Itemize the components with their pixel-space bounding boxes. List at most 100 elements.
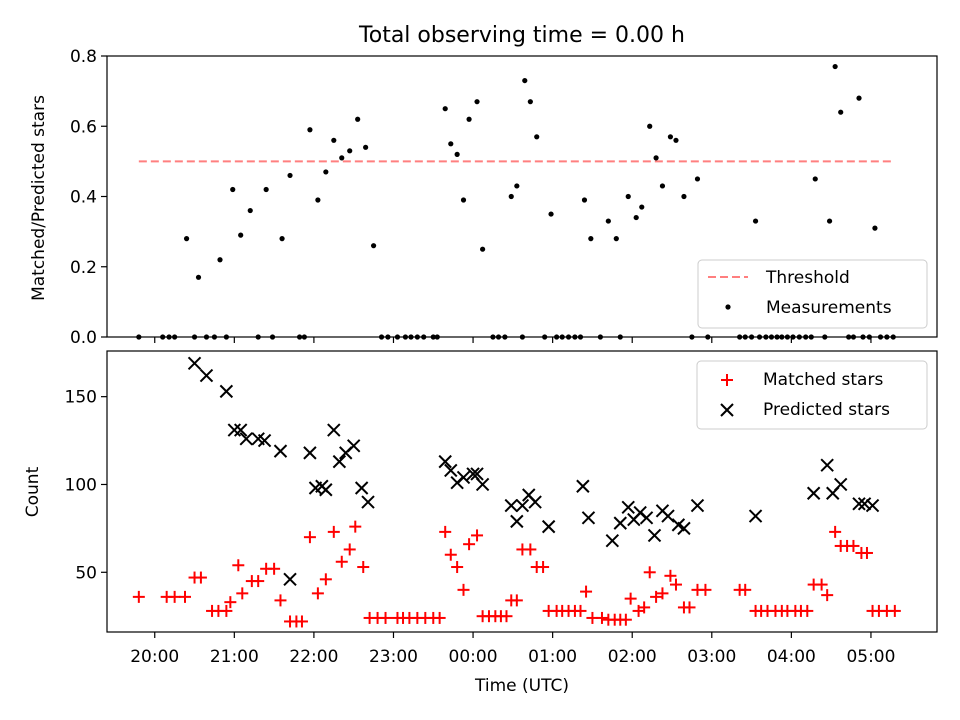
matched-star-point bbox=[619, 613, 632, 626]
measurement-point bbox=[667, 134, 674, 140]
bottom-x-ticks: 20:00 21:00 22:00 23:00 00:00 01:00 02:00 03:00… bbox=[130, 632, 895, 667]
matched-legend-label: Matched stars bbox=[763, 370, 883, 390]
matched-star-point bbox=[252, 575, 265, 588]
x-tick-label: 01:00 bbox=[528, 647, 577, 667]
top-legend: Threshold Measurements bbox=[697, 259, 928, 329]
predicted-star-point bbox=[528, 495, 542, 509]
x-tick-label: 03:00 bbox=[687, 647, 736, 667]
bottom-y-axis-label: Count bbox=[23, 466, 43, 517]
top-y-axis-label: Matched/Predicted stars bbox=[29, 95, 49, 301]
matched-star-point bbox=[433, 611, 446, 624]
measurement-point bbox=[454, 151, 460, 157]
top-y-tick-label: 0.4 bbox=[70, 188, 97, 208]
matched-star-point bbox=[664, 569, 677, 582]
matched-star-point bbox=[444, 548, 457, 561]
predicted-star-point bbox=[605, 533, 620, 548]
x-tick-label: 22:00 bbox=[289, 647, 338, 667]
matched-star-point bbox=[860, 546, 873, 559]
matched-star-point bbox=[303, 531, 316, 544]
matched-star-point bbox=[463, 538, 476, 551]
predicted-star-point bbox=[857, 497, 872, 511]
x-tick-label: 00:00 bbox=[449, 647, 498, 667]
predicted-star-point bbox=[273, 444, 288, 458]
predicted-star-point bbox=[647, 528, 662, 543]
measurement-point bbox=[217, 257, 223, 263]
measurement-point bbox=[480, 246, 486, 252]
bottom-y-tick-label: 50 bbox=[75, 563, 97, 583]
matched-star-point bbox=[643, 566, 656, 579]
measurement-point bbox=[605, 218, 611, 224]
matched-star-point bbox=[220, 604, 233, 617]
bottom-legend: Matched stars Predicted stars bbox=[696, 360, 928, 430]
x-tick-label: 05:00 bbox=[846, 647, 895, 667]
top-panel: Total observing time = 0.00 h Matched/Pr… bbox=[29, 23, 938, 348]
measurement-point bbox=[534, 134, 540, 140]
measurement-point bbox=[460, 197, 467, 203]
top-y-tick-label: 0.2 bbox=[70, 258, 97, 278]
top-y-tick-label: 0.8 bbox=[70, 47, 97, 67]
measurement-point bbox=[466, 116, 472, 122]
measurement-point bbox=[370, 243, 377, 249]
predicted-star-point bbox=[541, 519, 556, 534]
measurement-point bbox=[659, 183, 666, 189]
predicted-star-point bbox=[865, 498, 880, 513]
predicted-star-point bbox=[475, 477, 490, 492]
predicted-star-point bbox=[319, 483, 333, 497]
measurement-point bbox=[639, 204, 645, 210]
predicted-star-point bbox=[510, 514, 524, 529]
predicted-star-point bbox=[677, 521, 691, 536]
measurement-point bbox=[694, 176, 701, 182]
matched-star-point bbox=[574, 604, 587, 617]
predicted-star-point bbox=[456, 470, 471, 485]
measurements-legend-swatch bbox=[725, 304, 731, 310]
matched-star-point bbox=[343, 543, 356, 556]
measurement-point bbox=[681, 193, 687, 200]
matched-legend-swatch bbox=[721, 374, 733, 386]
matched-star-point bbox=[683, 601, 696, 614]
predicted-star-point bbox=[361, 495, 375, 509]
predicted-star-point bbox=[227, 423, 242, 437]
predicted-star-point bbox=[332, 454, 347, 469]
measurement-point bbox=[647, 123, 653, 129]
measurement-point bbox=[339, 155, 345, 161]
matched-star-point bbox=[801, 604, 814, 617]
measurement-point bbox=[832, 63, 838, 70]
measurement-point bbox=[474, 99, 480, 105]
measurement-point bbox=[263, 186, 269, 193]
matched-star-point bbox=[232, 559, 245, 572]
matched-stars-points bbox=[132, 520, 901, 628]
measurement-point bbox=[287, 172, 293, 179]
measurement-point bbox=[247, 207, 253, 214]
matched-star-point bbox=[624, 592, 637, 605]
predicted-star-point bbox=[303, 446, 317, 460]
measurement-point bbox=[625, 193, 631, 200]
predicted-star-point bbox=[470, 467, 484, 481]
measurement-point bbox=[812, 176, 818, 182]
predicted-star-point bbox=[690, 498, 705, 513]
predicted-star-point bbox=[661, 509, 675, 523]
predicted-star-point bbox=[504, 498, 518, 513]
predicted-legend-swatch bbox=[720, 403, 734, 417]
measurement-point bbox=[872, 225, 878, 231]
measurement-point bbox=[238, 232, 244, 238]
predicted-star-point bbox=[820, 458, 834, 472]
measurement-point bbox=[183, 236, 190, 242]
predicted-legend-label: Predicted stars bbox=[763, 400, 890, 420]
measurement-point bbox=[653, 155, 659, 161]
measurement-point bbox=[323, 169, 329, 175]
matched-star-point bbox=[847, 539, 860, 552]
predicted-star-point bbox=[613, 516, 627, 530]
measurement-point bbox=[331, 137, 337, 143]
top-legend-box bbox=[697, 259, 928, 329]
measurement-point bbox=[315, 197, 321, 203]
bottom-legend-box bbox=[696, 360, 928, 430]
predicted-star-point bbox=[346, 439, 361, 453]
matched-star-point bbox=[178, 590, 191, 603]
measurement-point bbox=[230, 186, 236, 193]
bottom-y-ticks: 50 100 150 bbox=[65, 388, 107, 583]
matched-star-point bbox=[510, 594, 523, 607]
matched-star-point bbox=[580, 585, 593, 598]
predicted-star-point bbox=[834, 477, 848, 492]
matched-star-point bbox=[457, 583, 470, 596]
